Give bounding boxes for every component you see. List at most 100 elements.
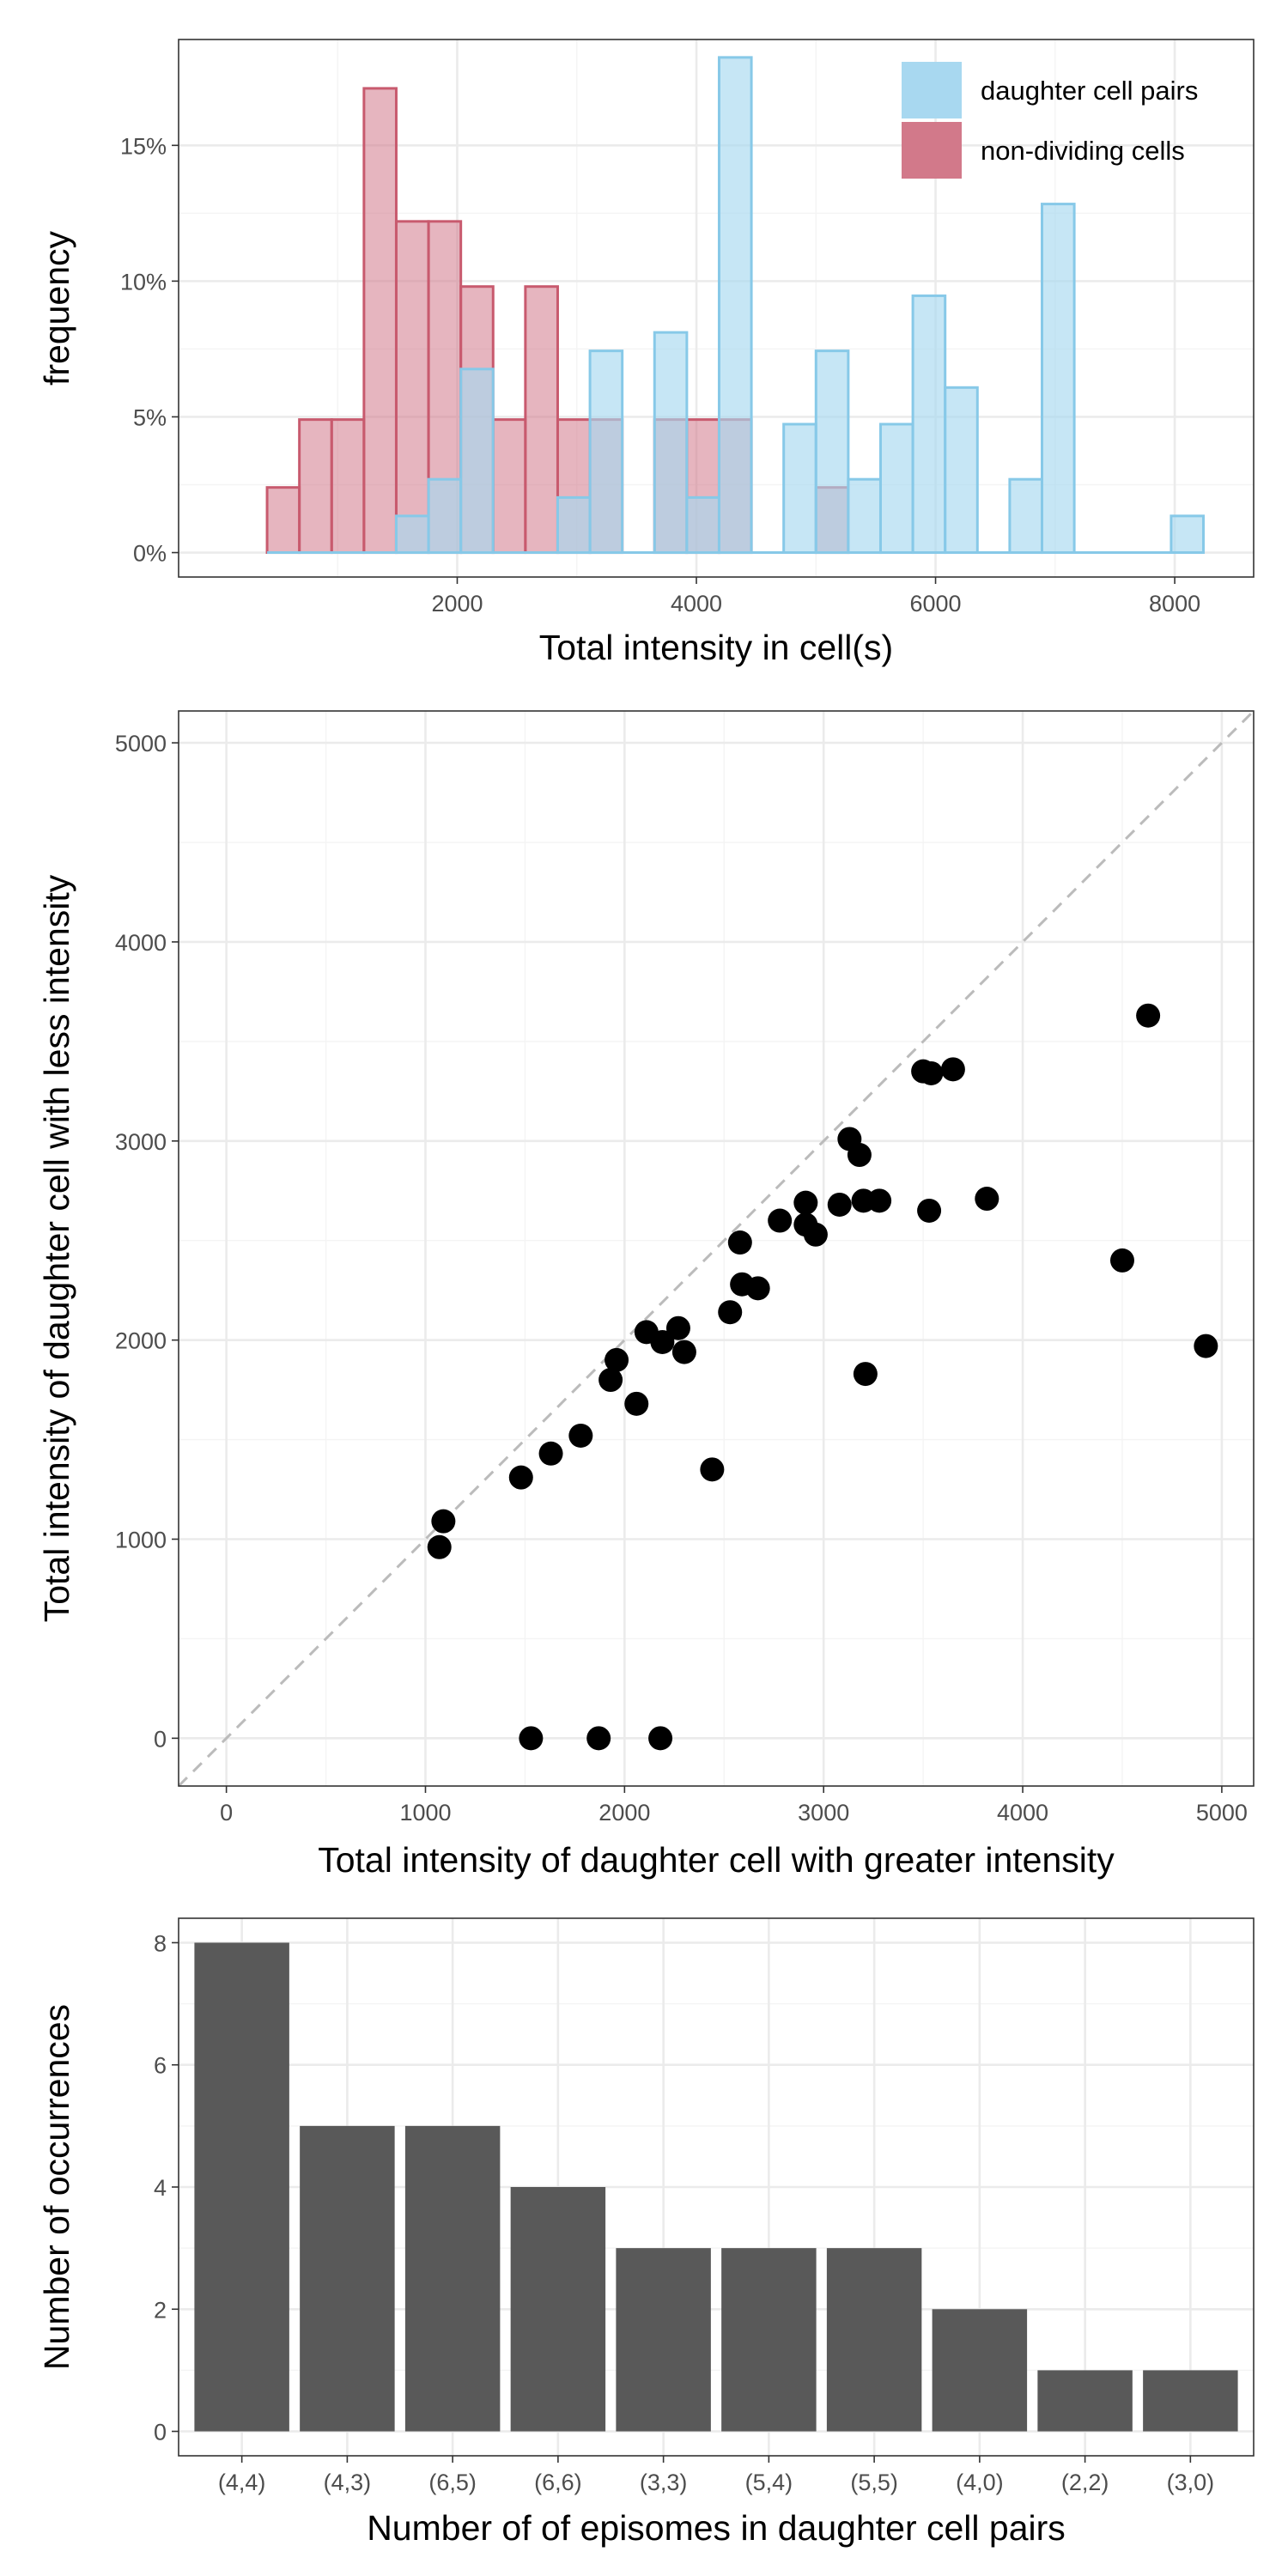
histogram-y-title: frequency: [37, 230, 76, 386]
histogram-bar: [394, 514, 430, 555]
scatter-frame: [178, 710, 1255, 1787]
histogram-x-title: Total intensity in cell(s): [539, 628, 893, 667]
histogram-bar: [782, 422, 817, 555]
histogram-bars: [265, 56, 1206, 555]
scatter-point: [727, 1230, 752, 1255]
histogram-bar: [524, 285, 559, 555]
histogram-y-tick-label: 10%: [120, 269, 167, 295]
scatter-point: [586, 1726, 611, 1751]
scatter-x-title: Total intensity of daughter cell with gr…: [318, 1840, 1115, 1880]
scatter-point: [919, 1060, 944, 1085]
bar: [1143, 2370, 1238, 2432]
scatter-point: [624, 1391, 649, 1416]
scatter-point: [847, 1143, 872, 1168]
bar-x-tick-label: (5,4): [745, 2470, 793, 2495]
scatter-point: [519, 1726, 544, 1751]
scatter-point: [940, 1057, 965, 1082]
bar-x-tick-label: (3,0): [1167, 2470, 1215, 2495]
histogram-bar: [330, 418, 366, 555]
histogram-x-tick-label: 8000: [1149, 591, 1200, 617]
bar-x-tick-label: (2,2): [1061, 2470, 1109, 2495]
scatter-points: [427, 1003, 1218, 1751]
histogram-bar: [911, 294, 947, 555]
histogram-bar: [1040, 203, 1076, 555]
bar-y-tick-label: 8: [154, 1930, 167, 1956]
histogram-bar: [588, 349, 624, 555]
histogram-y-tick-label: 5%: [133, 404, 167, 430]
histogram-bar: [556, 495, 592, 555]
histogram-bar: [717, 56, 753, 555]
bar-y-tick-label: 6: [154, 2053, 167, 2079]
bar-x-tick-label: (4,0): [956, 2470, 1004, 2495]
bar: [826, 2248, 922, 2432]
bar-x-title: Number of of episomes in daughter cell p…: [367, 2508, 1066, 2548]
scatter-point: [867, 1188, 892, 1213]
histogram-bar: [491, 418, 527, 555]
scatter-panel: 0 1000 2000 3000 4000 5000 0 1000 2000 3000 4000 50…: [37, 709, 1255, 1880]
histogram-ticks: 2000 4000 6000 8000 0% 5% 10% 15%: [120, 133, 1200, 617]
scatter-y-tick-label: 4000: [115, 930, 167, 956]
histogram-bar: [814, 349, 850, 555]
histogram-bar: [427, 477, 463, 555]
scatter-point: [917, 1198, 942, 1223]
histogram-bar: [459, 368, 495, 555]
bar: [616, 2248, 711, 2432]
scatter-y-tick-label: 0: [154, 1726, 167, 1752]
bar: [300, 2125, 395, 2432]
scatter-point: [803, 1222, 828, 1247]
bar: [932, 2309, 1028, 2432]
histogram-bar: [394, 220, 430, 555]
scatter-y-title: Total intensity of daughter cell with le…: [37, 874, 76, 1622]
histogram-bar: [653, 331, 689, 555]
bar-x-tick-label: (4,3): [324, 2470, 372, 2495]
histogram-y-tick-label: 0%: [133, 541, 167, 567]
legend-label: non-dividing cells: [981, 136, 1185, 166]
scatter-y-tick-label: 2000: [115, 1328, 167, 1354]
scatter-point: [605, 1347, 629, 1372]
scatter-point: [793, 1190, 818, 1215]
bar-x-tick-label: (3,3): [640, 2470, 688, 2495]
scatter-point: [1109, 1248, 1134, 1273]
scatter-ticks: 0 1000 2000 3000 4000 5000 0 1000 2000 3000 4000 50…: [115, 731, 1248, 1826]
bar: [404, 2125, 501, 2432]
histogram-x-tick-label: 6000: [910, 591, 962, 617]
bar-panel: (4,4) (4,3) (6,5) (6,6) (3,3) (5,4) (5,5) (4,0)…: [37, 1917, 1255, 2548]
scatter-point: [1136, 1003, 1161, 1028]
bar-y-tick-label: 4: [154, 2175, 167, 2201]
legend-label: daughter cell pairs: [981, 76, 1198, 106]
bar-x-tick-label: (6,5): [428, 2470, 477, 2495]
scatter-point: [431, 1509, 456, 1534]
scatter-x-tick-label: 1000: [399, 1800, 451, 1826]
scatter-point: [700, 1457, 725, 1482]
identity-reference-line: [177, 709, 1255, 1788]
scatter-point: [538, 1441, 563, 1466]
scatter-point: [718, 1300, 743, 1325]
histogram-x-tick-label: 4000: [671, 591, 722, 617]
scatter-point: [827, 1192, 852, 1217]
scatter-point: [853, 1362, 878, 1387]
histogram-bar: [265, 486, 301, 555]
scatter-x-tick-label: 2000: [598, 1800, 650, 1826]
scatter-x-tick-label: 4000: [997, 1800, 1048, 1826]
bar: [194, 1942, 289, 2432]
scatter-point: [745, 1276, 770, 1301]
histogram-frame: [178, 39, 1255, 578]
scatter-x-tick-label: 0: [220, 1800, 233, 1826]
bar: [510, 2187, 606, 2432]
histogram-bar: [685, 495, 720, 555]
histogram-bar: [944, 386, 979, 555]
histogram-bar: [362, 87, 398, 555]
bar-x-tick-label: (6,6): [534, 2470, 582, 2495]
scatter-y-tick-label: 5000: [115, 731, 167, 756]
histogram-bar: [878, 422, 914, 555]
bar: [721, 2248, 817, 2432]
scatter-point: [975, 1187, 999, 1212]
histogram-bar: [847, 477, 882, 555]
bar-bars: [194, 1942, 1238, 2432]
scatter-point: [568, 1423, 593, 1448]
histogram-legend: daughter cell pairs non-dividing cells: [902, 62, 1198, 179]
legend-key: [902, 62, 962, 118]
histogram-bar: [298, 418, 333, 555]
bar-ticks: (4,4) (4,3) (6,5) (6,6) (3,3) (5,4) (5,5) (4,0)…: [154, 1930, 1214, 2495]
